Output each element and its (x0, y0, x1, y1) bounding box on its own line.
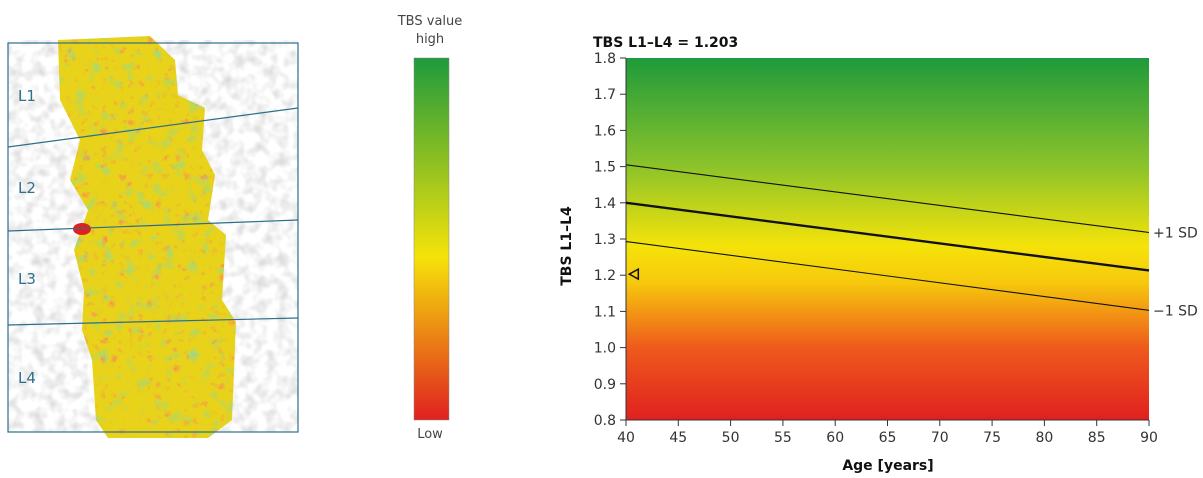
y-axis: 0.8 0.9 1.0 1.1 1.2 1.3 1.4 1.5 1.6 1.7 1.8 (594, 51, 627, 429)
x-tick-label: 50 (722, 430, 740, 446)
mean-line (625, 201, 1150, 272)
y-axis-label: TBS L1–L4 (559, 206, 575, 286)
vertebra-label-l4: L4 (18, 369, 36, 387)
l1-l2-boundary (7, 107, 299, 148)
x-tick-label: 70 (931, 430, 949, 446)
tbs-spine-scan-image: L1 L2 L3 L4 (7, 36, 299, 438)
y-tick-label: 0.9 (594, 377, 616, 393)
vertebra-label-l1: L1 (18, 87, 36, 105)
y-tick-label: 1.0 (594, 341, 616, 357)
red-hotspot (73, 223, 91, 235)
y-tick-label: 1.6 (594, 123, 616, 139)
x-tick-label: 40 (617, 430, 635, 446)
minus-1sd-label: −1 SD (1153, 303, 1198, 319)
series-labels: +1 SD −1 SD (1153, 225, 1198, 319)
x-tick-label: 75 (983, 430, 1001, 446)
x-axis-label: Age [years] (842, 458, 933, 474)
y-tick-label: 1.3 (594, 232, 616, 248)
vertebra-label-l3: L3 (18, 270, 36, 288)
x-tick-label: 55 (774, 430, 792, 446)
plus-1sd-label: +1 SD (1153, 225, 1198, 241)
y-tick-label: 1.5 (594, 160, 616, 176)
x-tick-label: 85 (1088, 430, 1106, 446)
x-tick-label: 65 (879, 430, 897, 446)
y-tick-label: 1.4 (594, 196, 616, 212)
x-tick-label: 45 (669, 430, 687, 446)
x-tick-label: 90 (1140, 430, 1158, 446)
x-tick-label: 60 (826, 430, 844, 446)
x-axis: 40 45 50 55 60 65 70 75 80 85 90 (617, 419, 1158, 446)
minus-1sd-line (625, 240, 1150, 311)
patient-marker (627, 267, 640, 281)
y-tick-label: 1.7 (594, 87, 616, 103)
series-lines (625, 164, 1150, 311)
y-tick-label: 1.2 (594, 268, 616, 284)
plus-1sd-line (625, 164, 1150, 234)
l2-l3-boundary (7, 219, 299, 232)
scan-roi-frame (7, 42, 299, 433)
y-tick-label: 1.1 (594, 304, 616, 320)
chart-title: TBS L1–L4 = 1.203 (593, 35, 738, 51)
x-tick-label: 80 (1035, 430, 1053, 446)
plot-area (626, 58, 1149, 420)
y-tick-label: 0.8 (594, 413, 616, 429)
vertebra-label-l2: L2 (18, 179, 36, 197)
l3-l4-boundary (7, 317, 299, 326)
y-tick-label: 1.8 (594, 51, 616, 67)
